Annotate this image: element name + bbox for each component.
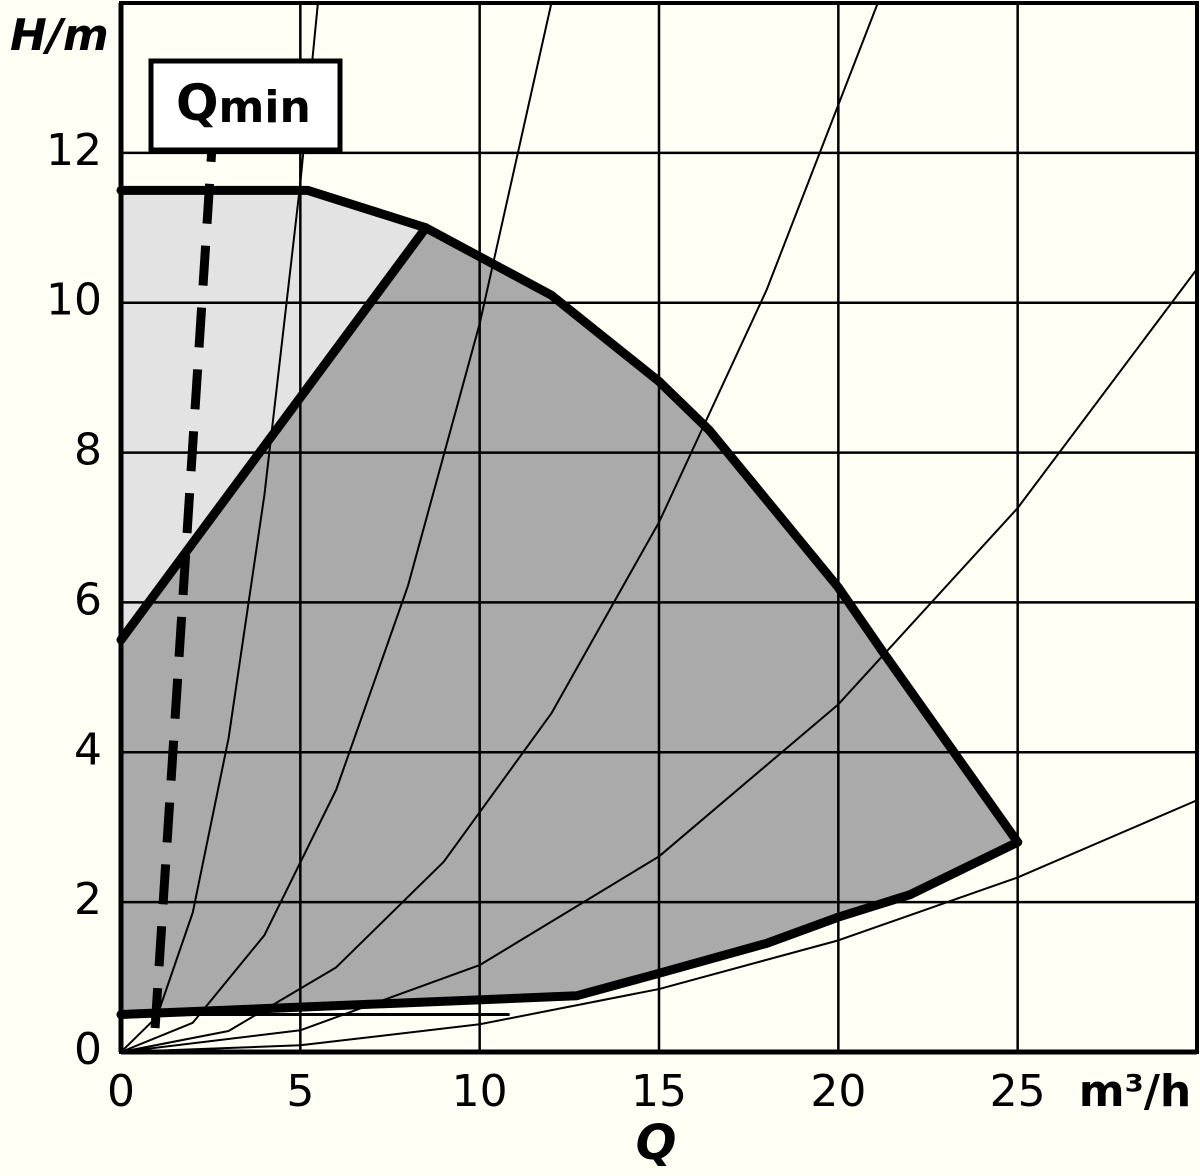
x-tick-label: 20	[810, 1066, 866, 1117]
x-axis-label: Q	[636, 1115, 677, 1171]
y-tick-label: 6	[74, 574, 102, 625]
annotation-box	[148, 58, 343, 153]
curve	[120, 2, 553, 1053]
curve	[120, 799, 1198, 1053]
y-tick-label: 8	[74, 425, 102, 476]
annotation-symbol: Q	[176, 74, 219, 132]
curve	[120, 2, 879, 1053]
curve	[120, 267, 1198, 1053]
y-tick-label: 10	[46, 275, 102, 326]
y-axis-label: H/m	[10, 10, 109, 61]
annotation-subscript: min	[219, 82, 311, 133]
annotation: Qmin	[176, 74, 311, 134]
x-tick-label: 5	[286, 1066, 314, 1117]
x-tick-label: 25	[990, 1066, 1046, 1117]
area	[121, 227, 1018, 1015]
curve	[116, 185, 1023, 847]
y-tick-label: 4	[74, 724, 102, 775]
x-tick-label: 10	[452, 1066, 508, 1117]
x-tick-label: 15	[631, 1066, 687, 1117]
y-tick-label: 2	[74, 874, 102, 925]
curve	[150, 150, 217, 1029]
plot-area	[116, 1, 1199, 1055]
y-tick-label: 0	[74, 1024, 102, 1075]
y-tick-label: 12	[46, 125, 102, 176]
x-tick-label: 0	[107, 1066, 135, 1117]
x-unit: m³/h	[1079, 1066, 1192, 1117]
curve	[116, 223, 431, 645]
curve	[116, 837, 1023, 1020]
